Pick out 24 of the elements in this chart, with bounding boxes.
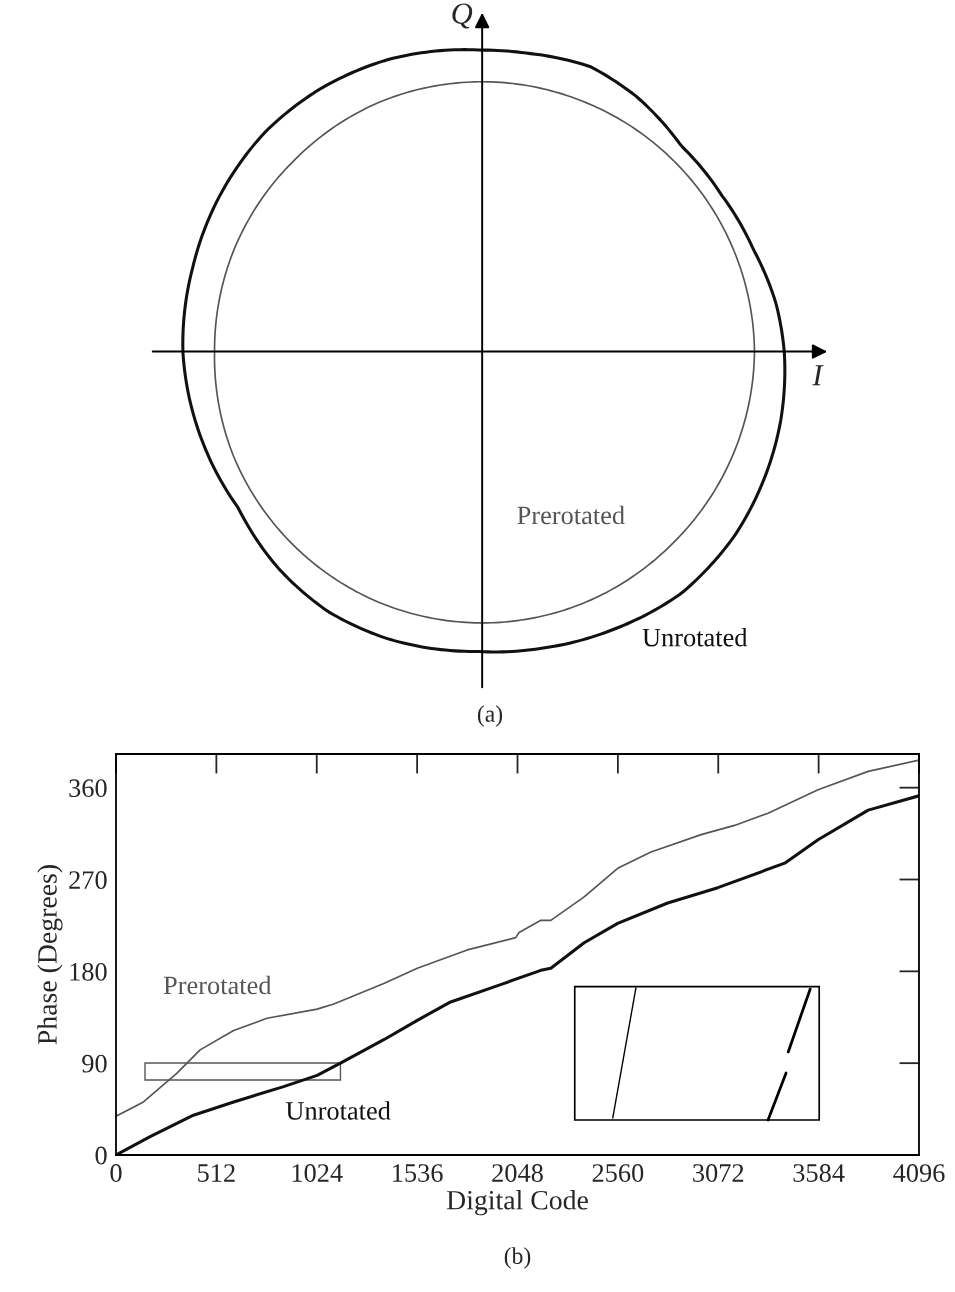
series-label: Prerotated [163,975,272,995]
x-tick-label: 3584 [793,1164,845,1182]
x-tick-label: 0 [110,1164,122,1182]
x-tick-label: 2560 [592,1164,644,1182]
text: Q [452,3,473,29]
y-tick-label: 180 [70,962,107,981]
text: I [812,365,824,386]
series-label: Unrotated [285,1101,391,1120]
y-axis-title: Phase (Degrees) [37,865,63,1045]
x-tick-label: 4096 [893,1164,945,1182]
y-tick-label: 270 [69,871,107,889]
y-tick-label: 360 [69,779,107,798]
x-tick-label: 1536 [393,1164,443,1182]
y-tick-label: 0 [95,1146,107,1165]
x-tick-label: 512 [198,1164,235,1182]
x-tick-label: 2048 [492,1164,543,1182]
x-tick-label: 1024 [292,1164,343,1182]
text: (a) [477,705,503,727]
text: Unrotated [642,627,748,647]
x-tick-label: 3072 [693,1164,744,1182]
x-axis-title: Digital Code [446,1190,588,1216]
text: (b) [504,1247,531,1269]
y-tick-label: 90 [82,1054,107,1073]
text: Prerotated [517,505,625,525]
